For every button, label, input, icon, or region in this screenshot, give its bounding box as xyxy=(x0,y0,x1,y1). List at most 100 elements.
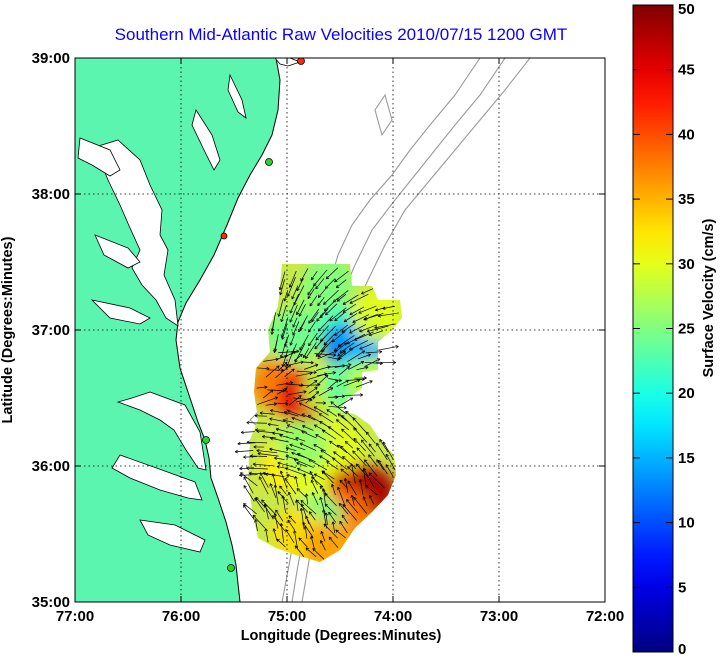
velocity-vector-head xyxy=(311,476,315,478)
velocity-vector xyxy=(279,271,286,290)
velocity-vector-head xyxy=(333,354,337,357)
velocity-vector-head xyxy=(319,455,322,459)
velocity-vector-head xyxy=(349,300,352,304)
velocity-vector xyxy=(273,528,278,541)
velocity-vector xyxy=(279,434,299,441)
velocity-vector xyxy=(291,285,299,300)
velocity-vector-head xyxy=(243,503,247,505)
velocity-vector-head xyxy=(321,470,325,473)
velocity-vector xyxy=(280,470,288,489)
velocity-vector-head xyxy=(284,344,288,347)
velocity-vector-head xyxy=(281,336,283,340)
velocity-vector xyxy=(318,288,327,298)
velocity-vector xyxy=(318,315,334,332)
velocity-vector xyxy=(259,472,269,488)
velocity-vector-head xyxy=(250,454,254,457)
velocity-vector-head xyxy=(336,379,339,384)
velocity-vector-head xyxy=(374,325,378,329)
velocity-vector-head xyxy=(347,466,351,468)
velocity-vector xyxy=(299,402,319,413)
velocity-vector xyxy=(320,540,326,551)
velocity-vector-head xyxy=(311,479,314,483)
velocity-vector-head xyxy=(363,377,367,380)
velocity-vector-head xyxy=(284,477,288,480)
velocity-vector-head xyxy=(368,443,372,446)
velocity-vector-head xyxy=(347,466,349,470)
velocity-vector-head xyxy=(327,426,330,430)
velocity-vector-head xyxy=(280,318,282,322)
velocity-vector-head xyxy=(301,413,304,417)
velocity-vector-head xyxy=(311,476,313,480)
velocity-vector xyxy=(336,279,347,289)
velocity-vector-head xyxy=(295,499,298,503)
y-tick-label: 37:00 xyxy=(32,322,70,339)
velocity-vector-head xyxy=(352,417,354,421)
velocity-vector-head xyxy=(328,537,331,541)
velocity-vector xyxy=(340,468,350,476)
velocity-vector xyxy=(342,504,357,521)
velocity-vector-head xyxy=(279,434,283,436)
velocity-vector xyxy=(297,468,314,476)
velocity-vector xyxy=(333,451,344,460)
velocity-vector-head xyxy=(343,478,346,482)
velocity-vector-head xyxy=(294,360,298,363)
velocity-vector-head xyxy=(291,368,295,370)
velocity-vector-head xyxy=(254,497,258,500)
velocity-vector-head xyxy=(280,292,283,296)
velocity-vector xyxy=(287,391,307,396)
velocity-vector xyxy=(351,494,355,506)
velocity-vector xyxy=(335,529,346,539)
velocity-vector-head xyxy=(330,401,333,405)
velocity-vector-head xyxy=(313,370,317,373)
velocity-vector-head xyxy=(353,437,357,440)
velocity-vector-head xyxy=(328,511,332,514)
velocity-vector-head xyxy=(368,443,370,447)
velocity-vector xyxy=(325,278,336,289)
velocity-vector-head xyxy=(290,381,294,383)
velocity-vector-head xyxy=(280,354,282,359)
velocity-vector xyxy=(333,395,345,398)
velocity-vector xyxy=(304,526,308,539)
station-marker xyxy=(220,232,228,240)
velocity-vector-head xyxy=(248,471,252,474)
velocity-vector-head xyxy=(262,471,266,474)
velocity-vector-head xyxy=(259,412,263,415)
velocity-vector-head xyxy=(309,399,313,402)
y-tick-label: 36:00 xyxy=(32,458,70,475)
velocity-vector-head xyxy=(340,445,342,450)
velocity-vector-head xyxy=(333,353,337,356)
velocity-vector xyxy=(377,345,399,351)
velocity-vector-head xyxy=(359,346,362,350)
velocity-vector xyxy=(316,312,324,322)
velocity-vector xyxy=(379,439,389,453)
velocity-vector xyxy=(344,441,354,449)
velocity-vector xyxy=(358,305,377,314)
velocity-vector-head xyxy=(271,473,274,477)
velocity-vector xyxy=(265,365,280,378)
velocity-vector xyxy=(317,372,336,377)
velocity-vector-head xyxy=(284,361,288,364)
velocity-vector xyxy=(246,467,268,470)
velocity-vector-head xyxy=(342,504,346,506)
velocity-vector-head xyxy=(273,513,276,517)
velocity-vector-head xyxy=(237,443,241,446)
velocity-vector xyxy=(274,513,279,529)
velocity-vector xyxy=(275,509,284,522)
velocity-vector xyxy=(343,379,361,387)
velocity-vector-head xyxy=(334,319,338,322)
velocity-vector-head xyxy=(285,455,289,459)
velocity-vector xyxy=(382,441,394,460)
colorbar-tick-label: 5 xyxy=(678,579,686,596)
velocity-vector xyxy=(334,270,349,283)
velocity-vector xyxy=(259,412,275,415)
velocity-vector-head xyxy=(253,446,257,449)
velocity-vector-head xyxy=(314,345,316,349)
velocity-vector-head xyxy=(322,509,324,513)
velocity-vector xyxy=(365,351,382,354)
colorbar-tick-label: 50 xyxy=(678,1,695,18)
velocity-vector-head xyxy=(323,488,326,492)
velocity-vector-head xyxy=(272,515,274,519)
velocity-vector xyxy=(339,342,355,353)
velocity-vector xyxy=(306,380,318,389)
velocity-vector-head xyxy=(273,457,277,460)
